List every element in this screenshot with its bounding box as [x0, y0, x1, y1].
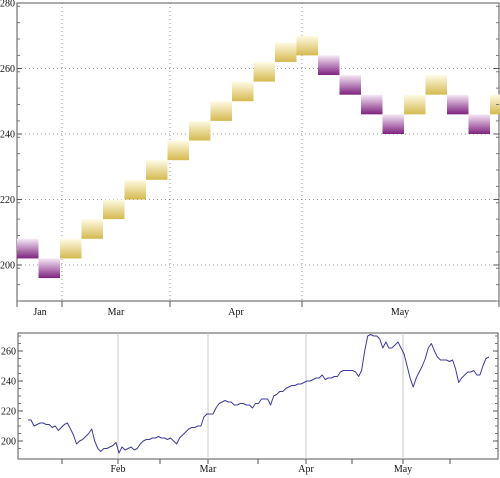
renko-brick-down	[361, 94, 383, 115]
renko-brick-up	[103, 199, 125, 220]
renko-brick-up	[275, 42, 297, 62]
renko-brick-down	[17, 238, 39, 259]
renko-brick-down	[318, 55, 340, 76]
renko-plot-frame	[16, 2, 500, 302]
renko-brick-up	[81, 219, 103, 239]
renko-brick-up	[146, 160, 168, 180]
renko-y-tick-label: 280	[0, 0, 15, 10]
renko-brick-up	[210, 101, 232, 121]
renko-month-label: Mar	[108, 307, 125, 318]
line-month-label: Feb	[111, 464, 126, 475]
renko-y-tick-label: 240	[0, 129, 15, 140]
line-month-label: Mar	[200, 464, 217, 475]
renko-y-tick-label: 200	[0, 260, 15, 271]
price-line	[28, 334, 490, 454]
line-y-axis: 200 220 240 260	[1, 335, 498, 449]
renko-brick-up	[404, 94, 426, 115]
line-month-label: Apr	[298, 464, 314, 475]
renko-brick-down	[339, 75, 361, 95]
renko-brick-up	[189, 120, 211, 141]
renko-brick-down	[38, 258, 60, 279]
line-y-tick-label: 260	[1, 347, 16, 358]
line-month-label: May	[394, 464, 412, 475]
renko-month-label: May	[391, 307, 409, 318]
line-y-tick-label: 220	[1, 407, 16, 418]
renko-brick-up	[490, 94, 500, 115]
renko-brick-up	[124, 179, 146, 200]
renko-x-axis: Jan Mar Apr May	[16, 301, 500, 318]
line-y-tick-label: 240	[1, 377, 16, 388]
renko-month-label: Jan	[33, 307, 46, 318]
renko-gridlines	[17, 2, 499, 301]
renko-brick-down	[468, 114, 490, 134]
renko-brick-down	[447, 94, 469, 115]
renko-month-label: Apr	[228, 307, 244, 318]
renko-y-tick-label: 260	[0, 64, 15, 75]
line-series	[28, 334, 490, 454]
renko-panel: 200 220 240 260 280 Jan Mar Apr May	[0, 0, 500, 318]
line-plot-frame	[17, 332, 499, 460]
line-y-tick-label: 200	[1, 437, 16, 448]
renko-y-axis: 200 220 240 260 280	[0, 0, 499, 302]
renko-brick-down	[382, 114, 404, 134]
renko-brick-up	[232, 81, 254, 102]
renko-bricks	[17, 35, 500, 279]
renko-brick-up	[296, 35, 318, 56]
renko-brick-up	[167, 140, 189, 161]
line-gridlines	[117, 333, 404, 459]
line-x-axis: Feb Mar Apr May	[61, 459, 451, 475]
renko-brick-up	[425, 75, 447, 95]
price-line-panel: 200 220 240 260 Feb Mar Apr May	[1, 332, 499, 475]
renko-brick-up	[60, 238, 82, 259]
renko-y-tick-label: 220	[0, 195, 15, 206]
renko-brick-up	[253, 61, 275, 82]
